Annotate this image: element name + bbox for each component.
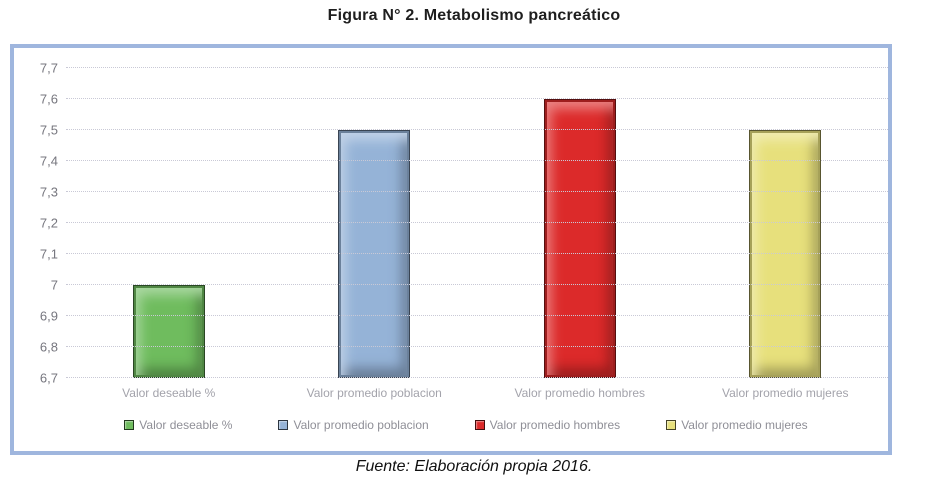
bar-valor-promedio-hombres: [543, 99, 616, 378]
chart-frame: 7,7 7,6 7,5 7,4 7,3 7,2 7,1 7 6,9 6,8 6,7 Valor de…: [10, 44, 892, 455]
chart-title: Figura N° 2. Metabolismo pancreático: [327, 7, 621, 24]
y-tick-label: 7,5: [39, 122, 58, 138]
y-axis: 7,7 7,6 7,5 7,4 7,3 7,2 7,1 7 6,9 6,8 6,7: [14, 61, 66, 386]
gridline: [66, 346, 888, 347]
legend: Valor deseable % Valor promedio poblacion…: [44, 408, 888, 442]
legend-item: Valor deseable %: [124, 418, 232, 432]
category-label: Valor deseable %: [122, 386, 216, 400]
y-tick-label: 7,4: [39, 153, 58, 169]
gridline: [66, 67, 888, 68]
gridline: [66, 377, 888, 378]
gridline: [66, 160, 888, 161]
plot-row: 7,7 7,6 7,5 7,4 7,3 7,2 7,1 7 6,9 6,8 6,7: [14, 61, 888, 386]
y-tick-label: 7,6: [39, 91, 58, 107]
gridline: [66, 191, 888, 192]
legend-label: Valor deseable %: [139, 418, 233, 432]
gridline: [66, 284, 888, 285]
x-axis-category-row: Valor deseable % Valor promedio poblacion…: [66, 378, 888, 408]
bar-columns: [66, 68, 888, 378]
legend-item: Valor promedio hombres: [474, 418, 621, 432]
bar-column: [272, 68, 478, 378]
plot-area: [66, 67, 888, 378]
category-label: Valor promedio hombres: [514, 386, 645, 400]
legend-swatch-icon: [124, 420, 135, 430]
bar-valor-promedio-poblacion: [338, 130, 411, 378]
gridline: [66, 253, 888, 254]
source-note: Fuente: Elaboración propia 2016.: [355, 458, 593, 475]
y-tick-label: 7,2: [39, 215, 58, 231]
gridline: [66, 222, 888, 223]
gridline: [66, 129, 888, 130]
gridline: [66, 315, 888, 316]
y-tick-label: 7,3: [39, 184, 58, 200]
legend-label: Valor promedio hombres: [489, 418, 621, 432]
legend-label: Valor promedio poblacion: [293, 418, 429, 432]
category-label: Valor promedio poblacion: [306, 386, 442, 400]
y-tick-label: 7,1: [39, 246, 58, 262]
y-tick-label: 7: [50, 277, 58, 293]
y-tick-label: 7,7: [39, 60, 58, 76]
category-label: Valor promedio mujeres: [722, 386, 849, 400]
chart-inner: 7,7 7,6 7,5 7,4 7,3 7,2 7,1 7 6,9 6,8 6,7 Valor de…: [14, 48, 888, 451]
y-tick-label: 6,9: [39, 308, 58, 324]
legend-swatch-icon: [474, 420, 485, 430]
bar-column: [683, 68, 889, 378]
legend-swatch-icon: [666, 420, 677, 430]
gridline: [66, 98, 888, 99]
y-tick-label: 6,7: [39, 370, 58, 386]
legend-label: Valor promedio mujeres: [681, 418, 808, 432]
bar-valor-deseable: [132, 285, 205, 378]
bar-valor-promedio-mujeres: [749, 130, 822, 378]
y-tick-label: 6,8: [39, 339, 58, 355]
bar-column: [66, 68, 272, 378]
legend-item: Valor promedio poblacion: [278, 418, 429, 432]
legend-item: Valor promedio mujeres: [666, 418, 808, 432]
legend-swatch-icon: [278, 420, 289, 430]
bar-column: [477, 68, 683, 378]
